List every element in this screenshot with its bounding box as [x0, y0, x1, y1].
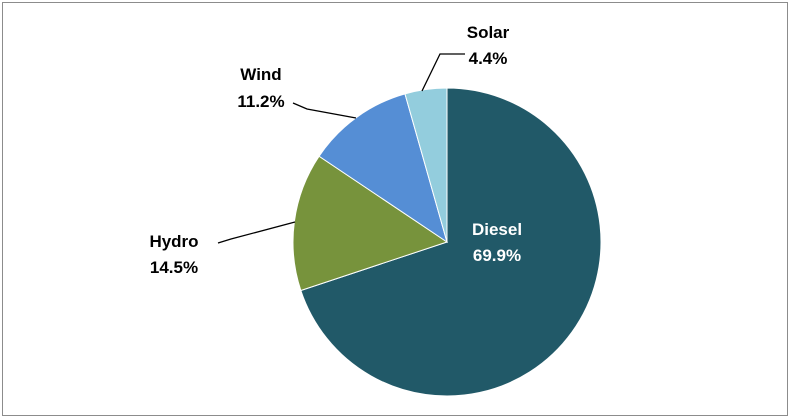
leader-line-solar	[421, 53, 465, 92]
pie-slice-diesel	[300, 87, 602, 397]
pie-slices	[292, 87, 602, 397]
slice-label-solar-value: 4.4%	[469, 49, 508, 68]
slice-label-diesel-name: Diesel	[472, 220, 522, 239]
slice-label-solar-name: Solar	[467, 23, 510, 42]
slice-label-wind-name: Wind	[240, 65, 281, 84]
leader-line-hydro	[217, 221, 296, 244]
slice-label-hydro-value: 14.5%	[150, 258, 198, 277]
pie-slice-solar	[404, 87, 448, 243]
leader-lines	[217, 53, 465, 244]
leader-line-wind	[292, 102, 357, 119]
slice-label-hydro-name: Hydro	[149, 232, 198, 251]
pie-slice-hydro	[292, 155, 449, 292]
slice-label-wind-value: 11.2%	[237, 92, 284, 111]
slice-label-diesel-value: 69.9%	[473, 246, 521, 265]
